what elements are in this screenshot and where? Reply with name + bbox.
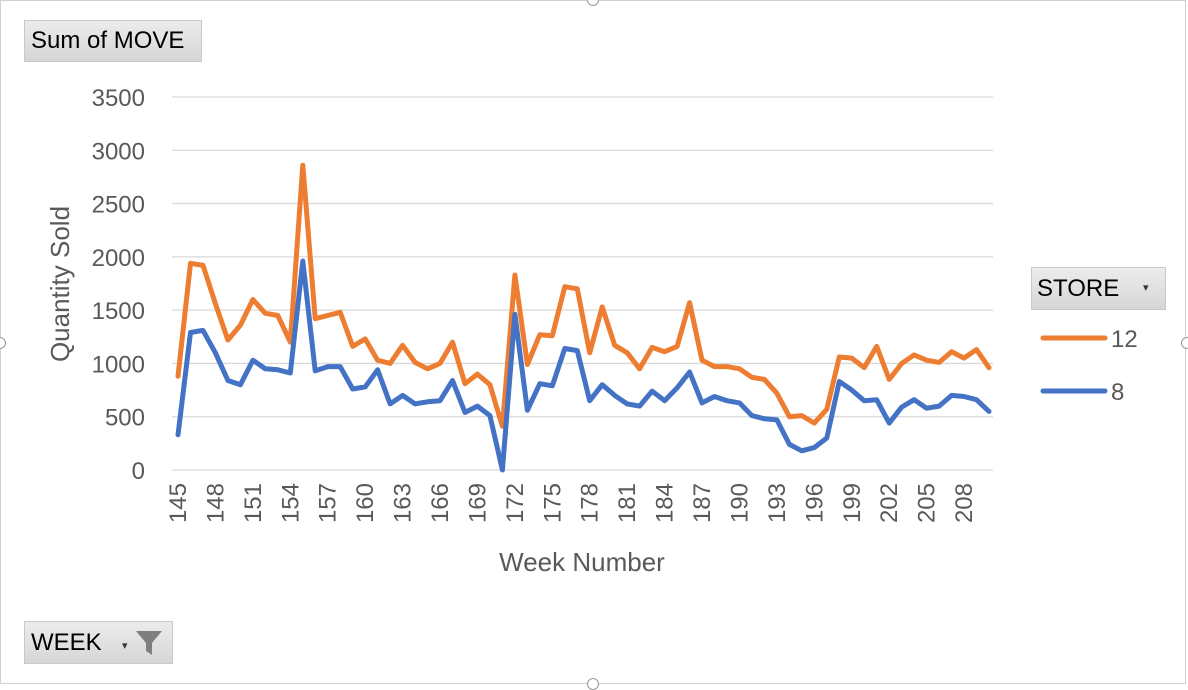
y-tick-label: 500 — [105, 405, 145, 432]
series-line-12[interactable] — [175, 162, 992, 429]
x-tick-label: 157 — [315, 483, 342, 523]
series-line-8[interactable] — [175, 258, 992, 473]
x-tick-label: 163 — [390, 483, 417, 523]
axis-field-label: WEEK — [31, 628, 102, 656]
x-tick-label: 202 — [876, 483, 903, 523]
y-tick-label: 2500 — [92, 192, 145, 219]
x-tick-label: 145 — [165, 483, 192, 523]
filter-funnel-icon[interactable] — [134, 628, 164, 658]
x-axis-tick-labels: 145 148 151 154 157 160 163 166 169 172 175 178 181 1… — [165, 483, 978, 523]
x-tick-label: 184 — [652, 483, 679, 523]
y-tick-label: 1000 — [92, 351, 145, 378]
values-field-label: Sum of MOVE — [31, 27, 185, 54]
series-lines — [175, 162, 992, 473]
x-tick-label: 172 — [502, 483, 529, 523]
sum-of-move-field-button[interactable]: Sum of MOVE — [24, 20, 202, 62]
y-tick-label: 3000 — [92, 138, 145, 165]
legend-label-12: 12 — [1111, 326, 1138, 353]
x-tick-label: 199 — [839, 483, 866, 523]
legend-field-label: STORE — [1037, 274, 1120, 302]
y-tick-label: 0 — [132, 458, 145, 485]
x-tick-label: 208 — [951, 483, 978, 523]
x-tick-label: 160 — [352, 483, 379, 523]
week-field-button[interactable]: WEEK ▾ — [24, 621, 173, 664]
x-tick-label: 166 — [427, 483, 454, 523]
x-tick-label: 190 — [726, 483, 753, 523]
x-tick-label: 151 — [240, 483, 267, 523]
y-tick-label: 2000 — [92, 245, 145, 272]
dropdown-arrow-icon[interactable]: ▾ — [1143, 282, 1149, 294]
legend-label-8: 8 — [1111, 379, 1124, 406]
x-tick-label: 175 — [539, 483, 566, 523]
store-field-button[interactable]: STORE ▾ — [1031, 267, 1166, 310]
dropdown-arrow-icon[interactable]: ▾ — [122, 640, 128, 652]
y-tick-label: 3500 — [92, 85, 145, 112]
x-tick-label: 148 — [202, 483, 229, 523]
x-tick-label: 205 — [914, 483, 941, 523]
x-tick-label: 181 — [614, 483, 641, 523]
resize-handle-right[interactable] — [1181, 337, 1188, 349]
resize-handle-bottom[interactable] — [587, 678, 599, 690]
x-tick-label: 154 — [277, 483, 304, 523]
legend: 12 8 — [1040, 326, 1138, 406]
x-tick-label: 169 — [464, 483, 491, 523]
y-axis-tick-labels: 0 500 1000 1500 2000 2500 3000 3500 — [92, 85, 145, 485]
x-tick-label: 187 — [689, 483, 716, 523]
x-tick-label: 196 — [801, 483, 828, 523]
x-axis-label: Week Number — [499, 547, 665, 577]
x-tick-label: 178 — [577, 483, 604, 523]
y-axis-label: Quantity Sold — [45, 206, 75, 362]
x-tick-label: 193 — [764, 483, 791, 523]
y-tick-label: 1500 — [92, 298, 145, 325]
